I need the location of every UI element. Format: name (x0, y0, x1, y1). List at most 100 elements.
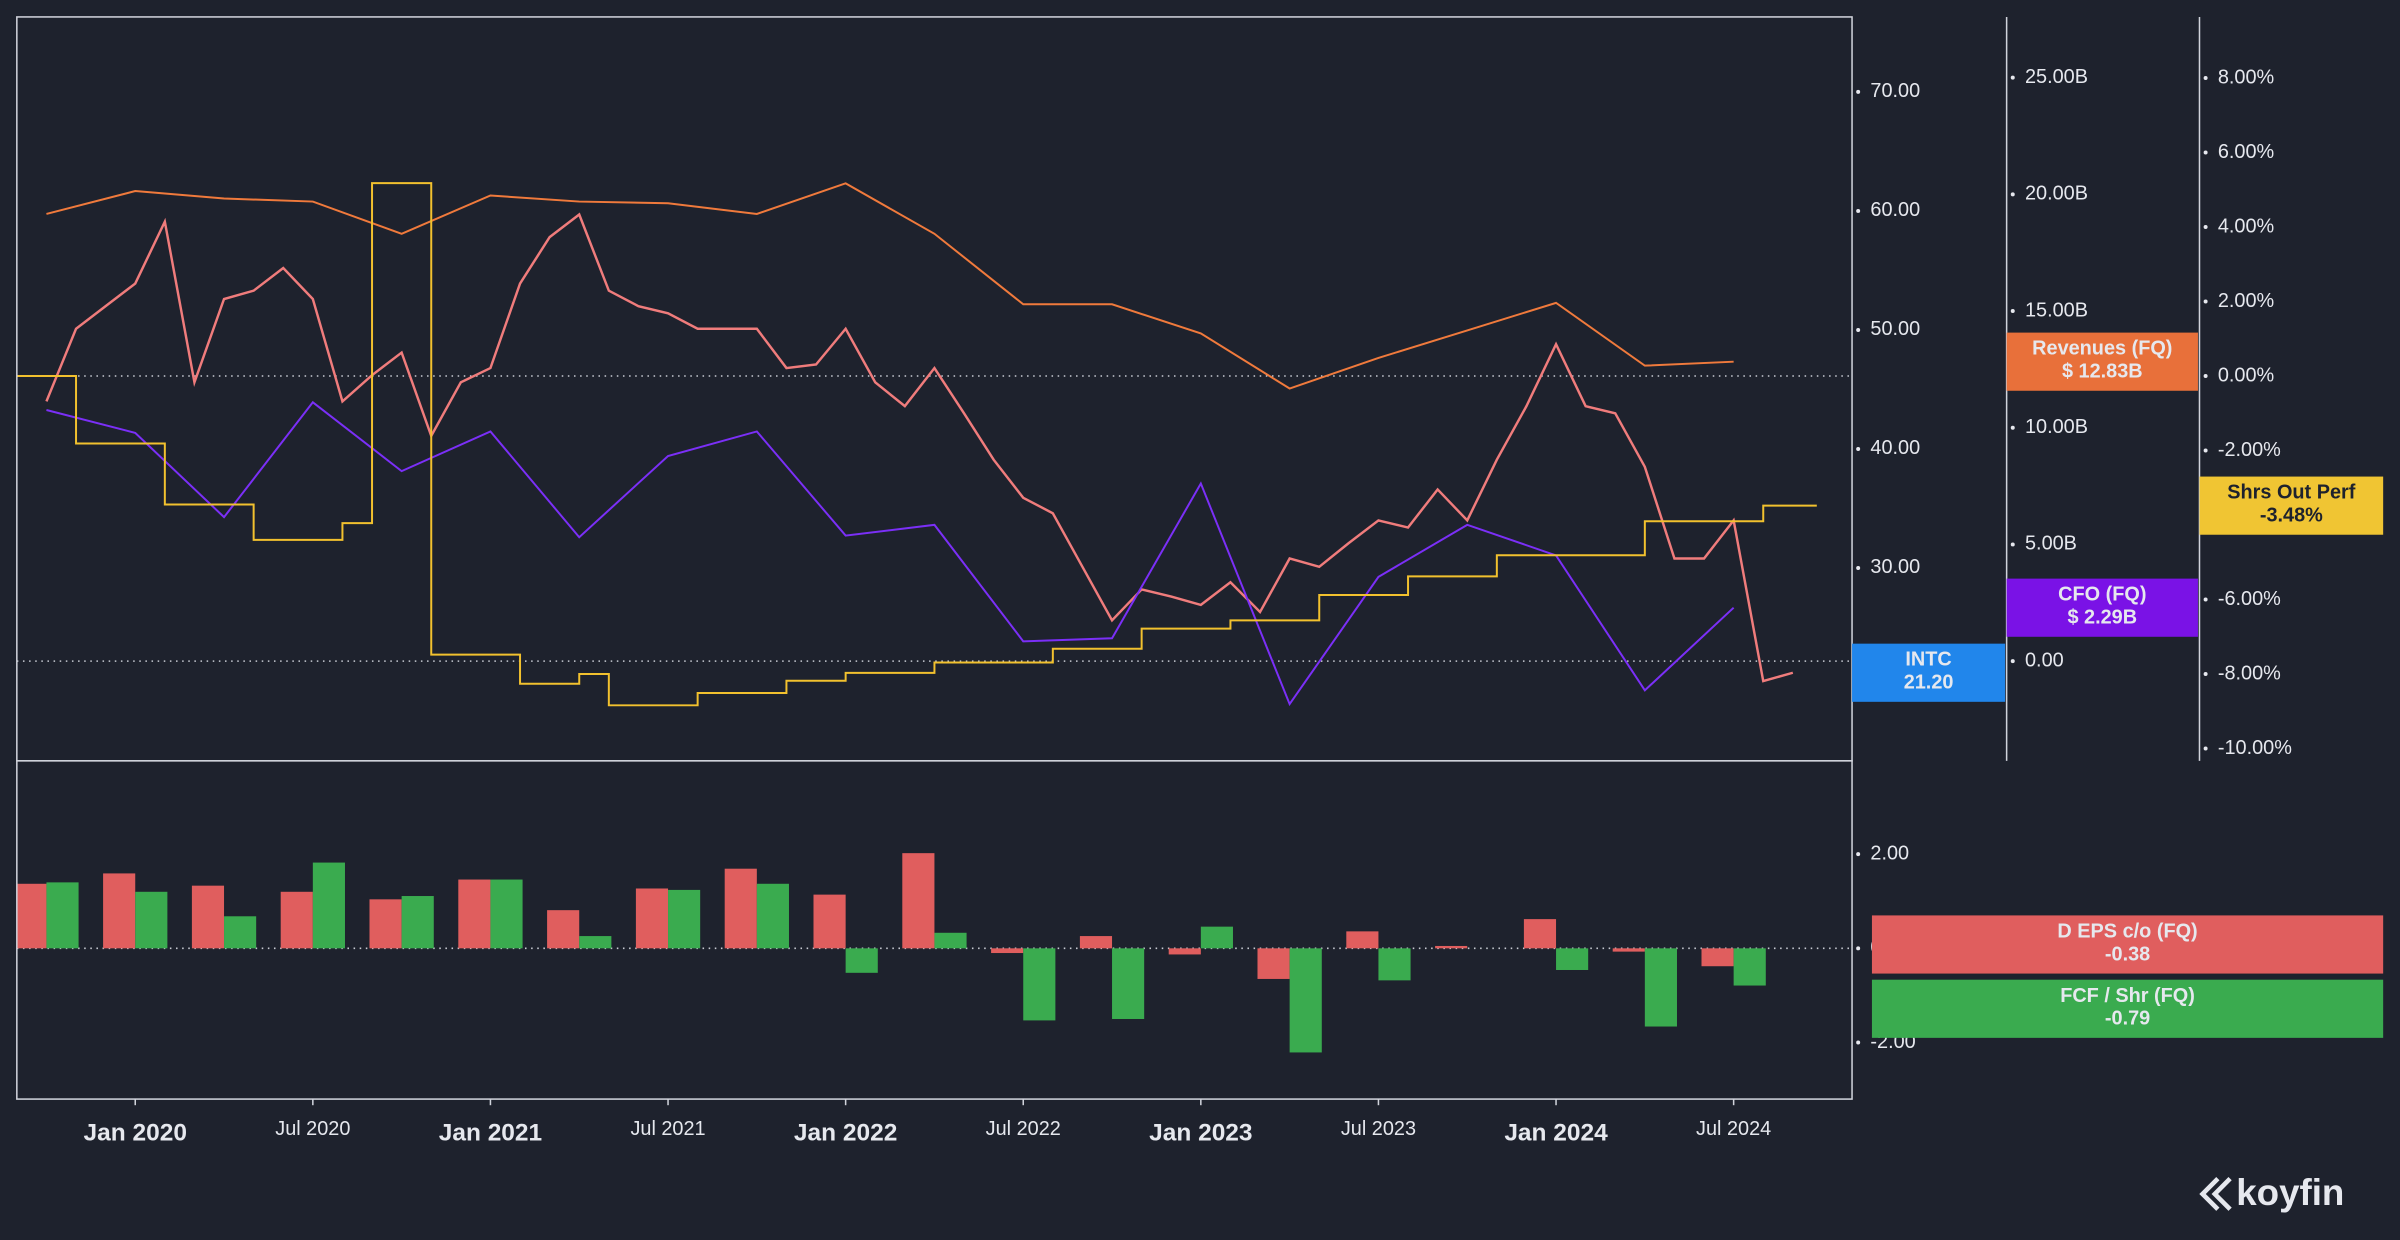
value-tag (2006, 332, 2198, 391)
bar (1079, 936, 1113, 949)
series-line (16, 182, 1817, 707)
y-tick-label: 15.00B (2025, 299, 2088, 321)
bar (1556, 948, 1589, 970)
bar (1701, 948, 1734, 967)
tick-mark (2203, 374, 2208, 379)
tag-name: FCF / Shr (FQ) (2060, 985, 2195, 1007)
logo-icon (2199, 1177, 2232, 1211)
x-tick-label: Jul 2024 (1696, 1118, 1771, 1140)
bar (756, 883, 789, 949)
y-tick-label: 40.00 (1870, 437, 1920, 459)
tag-value: $ 2.29B (2067, 607, 2137, 629)
brand-name: koyfin (2236, 1172, 2344, 1213)
y-tick-label: 2.00% (2218, 290, 2274, 312)
bar (103, 873, 136, 949)
x-tick-label: Jul 2020 (275, 1118, 350, 1140)
bar (224, 916, 257, 949)
value-tag (1852, 643, 2006, 702)
tick-mark (2203, 746, 2208, 751)
y-tick-label: 60.00 (1870, 199, 1920, 221)
x-tick-label: Jul 2023 (1341, 1118, 1416, 1140)
bar (1644, 948, 1677, 1027)
tick-mark (1856, 1040, 1861, 1045)
bar (1435, 945, 1468, 949)
tick-mark (2010, 75, 2015, 80)
bar (191, 885, 225, 949)
bar (1378, 948, 1411, 981)
tick-mark (2203, 299, 2208, 304)
bar (1289, 948, 1322, 1053)
y-tick-label: 25.00B (2025, 66, 2088, 88)
series-line (46, 182, 1734, 390)
bar (1346, 931, 1379, 949)
x-tick-label: Jul 2022 (986, 1118, 1061, 1140)
y-tick-label: 30.00 (1870, 556, 1920, 578)
x-tick-label: Jan 2023 (1149, 1120, 1252, 1147)
bar (1112, 948, 1145, 1019)
value-tag (2006, 578, 2198, 637)
tick-mark (2010, 659, 2015, 664)
x-tick-label: Jan 2022 (794, 1120, 897, 1147)
y-tick-label: 2.00 (1870, 842, 1909, 864)
x-tick-label: Jan 2024 (1504, 1120, 1608, 1147)
fundamental-pane-border (16, 760, 1853, 1100)
y-tick-label: 10.00B (2025, 416, 2088, 438)
y-tick-label: 50.00 (1870, 318, 1920, 340)
y-tick-label: 4.00% (2218, 215, 2274, 237)
y-tick-label: 70.00 (1870, 80, 1920, 102)
brand-logo: koyfin (2199, 1172, 2344, 1213)
tag-name: INTC (1905, 649, 1951, 671)
bar (16, 883, 47, 949)
value-tag (1871, 915, 2384, 974)
bar (401, 896, 434, 949)
bar (135, 891, 168, 949)
tag-value: -0.79 (2105, 1008, 2150, 1030)
bar (635, 888, 669, 949)
tick-mark (1856, 566, 1861, 570)
tag-value: -0.38 (2105, 943, 2150, 965)
tag-value: $ 12.83B (2062, 361, 2143, 383)
tick-mark (2010, 192, 2015, 197)
tick-mark (1856, 208, 1861, 213)
tick-mark (2203, 672, 2208, 677)
tick-mark (1856, 89, 1861, 94)
x-tick-label: Jan 2020 (84, 1120, 187, 1147)
tick-mark (2203, 597, 2208, 602)
bar (934, 932, 967, 949)
bar (46, 882, 79, 949)
y-tick-label: 8.00% (2218, 66, 2274, 88)
bar (490, 879, 523, 949)
bar (280, 891, 313, 949)
tick-mark (2010, 542, 2015, 547)
bar (369, 899, 402, 949)
tick-mark (2203, 448, 2208, 453)
value-tag (1871, 979, 2384, 1038)
axes: 20.0030.0040.0050.0060.0070.000.005.00B1… (84, 66, 2384, 1147)
price-pane-plot (16, 182, 1853, 707)
bar (991, 948, 1024, 954)
tick-mark (2203, 225, 2208, 230)
bar (1257, 948, 1290, 979)
y-tick-label: -8.00% (2218, 662, 2281, 684)
tick-mark (1856, 946, 1861, 951)
tag-name: Shrs Out Perf (2227, 482, 2355, 504)
bar (547, 910, 580, 949)
x-tick-label: Jul 2021 (630, 1118, 705, 1140)
bar (1523, 919, 1557, 949)
tick-mark (1856, 446, 1861, 451)
y-tick-label: -6.00% (2218, 588, 2281, 610)
tag-name: Revenues (FQ) (2032, 338, 2172, 360)
y-tick-label: 20.00B (2025, 183, 2088, 205)
bar (1168, 948, 1201, 955)
bar (668, 889, 701, 949)
series-line (45, 212, 1794, 683)
bar (1200, 926, 1233, 949)
tick-mark (2010, 425, 2015, 430)
bar (813, 894, 846, 949)
y-tick-label: 0.00 (2025, 649, 2064, 671)
tick-mark (2203, 76, 2208, 81)
bar (724, 868, 757, 949)
tick-mark (2203, 150, 2208, 155)
